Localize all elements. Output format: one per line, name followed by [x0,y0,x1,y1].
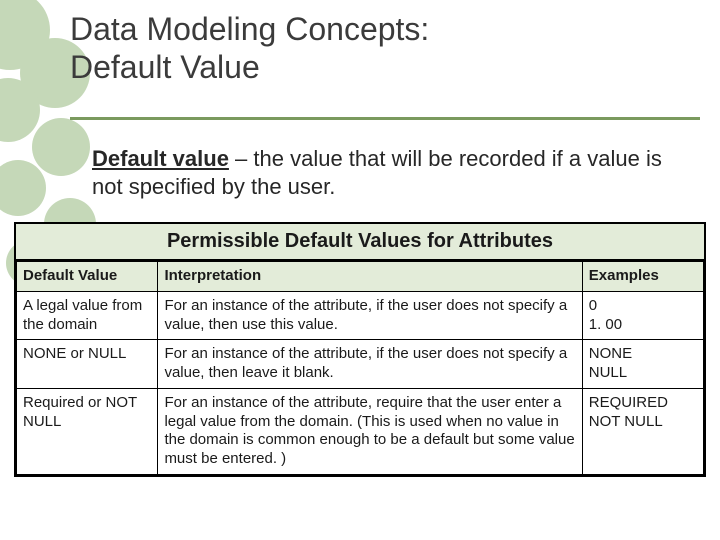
cell-examples: 01. 00 [582,291,703,340]
cell-interpretation: For an instance of the attribute, if the… [158,291,582,340]
slide-title: Data Modeling Concepts: Default Value [70,10,700,87]
definition-paragraph: Default value – the value that will be r… [92,145,682,200]
col-header-interpretation: Interpretation [158,262,582,292]
cell-default-value: Required or NOT NULL [17,388,158,474]
slide-title-line1: Data Modeling Concepts: [70,11,429,47]
definition-term: Default value [92,146,229,171]
table-row: A legal value from the domainFor an inst… [17,291,704,340]
cell-default-value: NONE or NULL [17,340,158,389]
table-header-row: Default Value Interpretation Examples [17,262,704,292]
slide-title-line2: Default Value [70,49,260,85]
cell-examples: REQUIREDNOT NULL [582,388,703,474]
cell-examples: NONENULL [582,340,703,389]
default-values-table: Default Value Interpretation Examples A … [16,261,704,475]
cell-default-value: A legal value from the domain [17,291,158,340]
table-title: Permissible Default Values for Attribute… [16,224,704,261]
cell-interpretation: For an instance of the attribute, requir… [158,388,582,474]
col-header-default-value: Default Value [17,262,158,292]
col-header-examples: Examples [582,262,703,292]
table-row: NONE or NULLFor an instance of the attri… [17,340,704,389]
table-row: Required or NOT NULLFor an instance of t… [17,388,704,474]
slide-title-area: Data Modeling Concepts: Default Value [70,10,700,120]
default-values-table-container: Permissible Default Values for Attribute… [14,222,706,477]
decor-circle [0,160,46,216]
decor-circle [32,118,90,176]
cell-interpretation: For an instance of the attribute, if the… [158,340,582,389]
